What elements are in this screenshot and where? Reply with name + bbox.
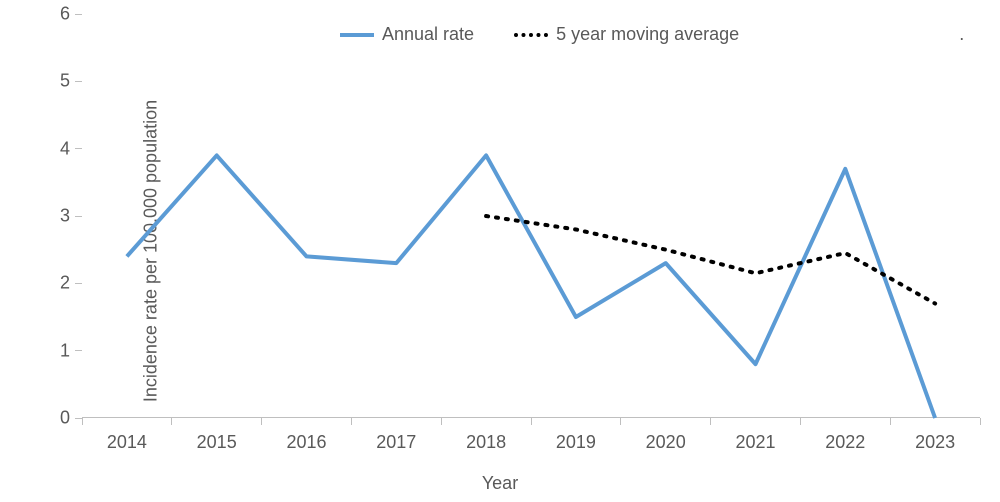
x-tick-label: 2022 (825, 418, 865, 453)
x-tick-mark (800, 418, 801, 425)
x-tick-mark (351, 418, 352, 425)
y-tick-label: 6 (60, 4, 82, 25)
x-axis-label: Year (482, 473, 518, 494)
series-annual (127, 155, 935, 418)
y-tick-label: 3 (60, 206, 82, 227)
x-tick-mark (261, 418, 262, 425)
x-tick-label: 2021 (735, 418, 775, 453)
x-tick-mark (620, 418, 621, 425)
line-chart: Incidence rate per 100,000 population Ye… (0, 0, 1000, 502)
x-tick-label: 2019 (556, 418, 596, 453)
x-tick-mark (531, 418, 532, 425)
x-tick-mark (171, 418, 172, 425)
x-tick-mark (82, 418, 83, 425)
x-tick-label: 2015 (197, 418, 237, 453)
y-tick-label: 1 (60, 340, 82, 361)
x-tick-label: 2023 (915, 418, 955, 453)
series-layer (82, 14, 980, 418)
x-tick-label: 2017 (376, 418, 416, 453)
y-tick-label: 0 (60, 408, 82, 429)
x-tick-mark (710, 418, 711, 425)
y-tick-label: 2 (60, 273, 82, 294)
x-tick-mark (890, 418, 891, 425)
x-tick-label: 2014 (107, 418, 147, 453)
plot-area: 0123456201420152016201720182019202020212… (82, 14, 980, 418)
y-tick-label: 5 (60, 71, 82, 92)
x-tick-label: 2020 (646, 418, 686, 453)
y-tick-label: 4 (60, 138, 82, 159)
x-tick-mark (441, 418, 442, 425)
x-tick-label: 2016 (286, 418, 326, 453)
x-tick-mark (980, 418, 981, 425)
x-tick-label: 2018 (466, 418, 506, 453)
